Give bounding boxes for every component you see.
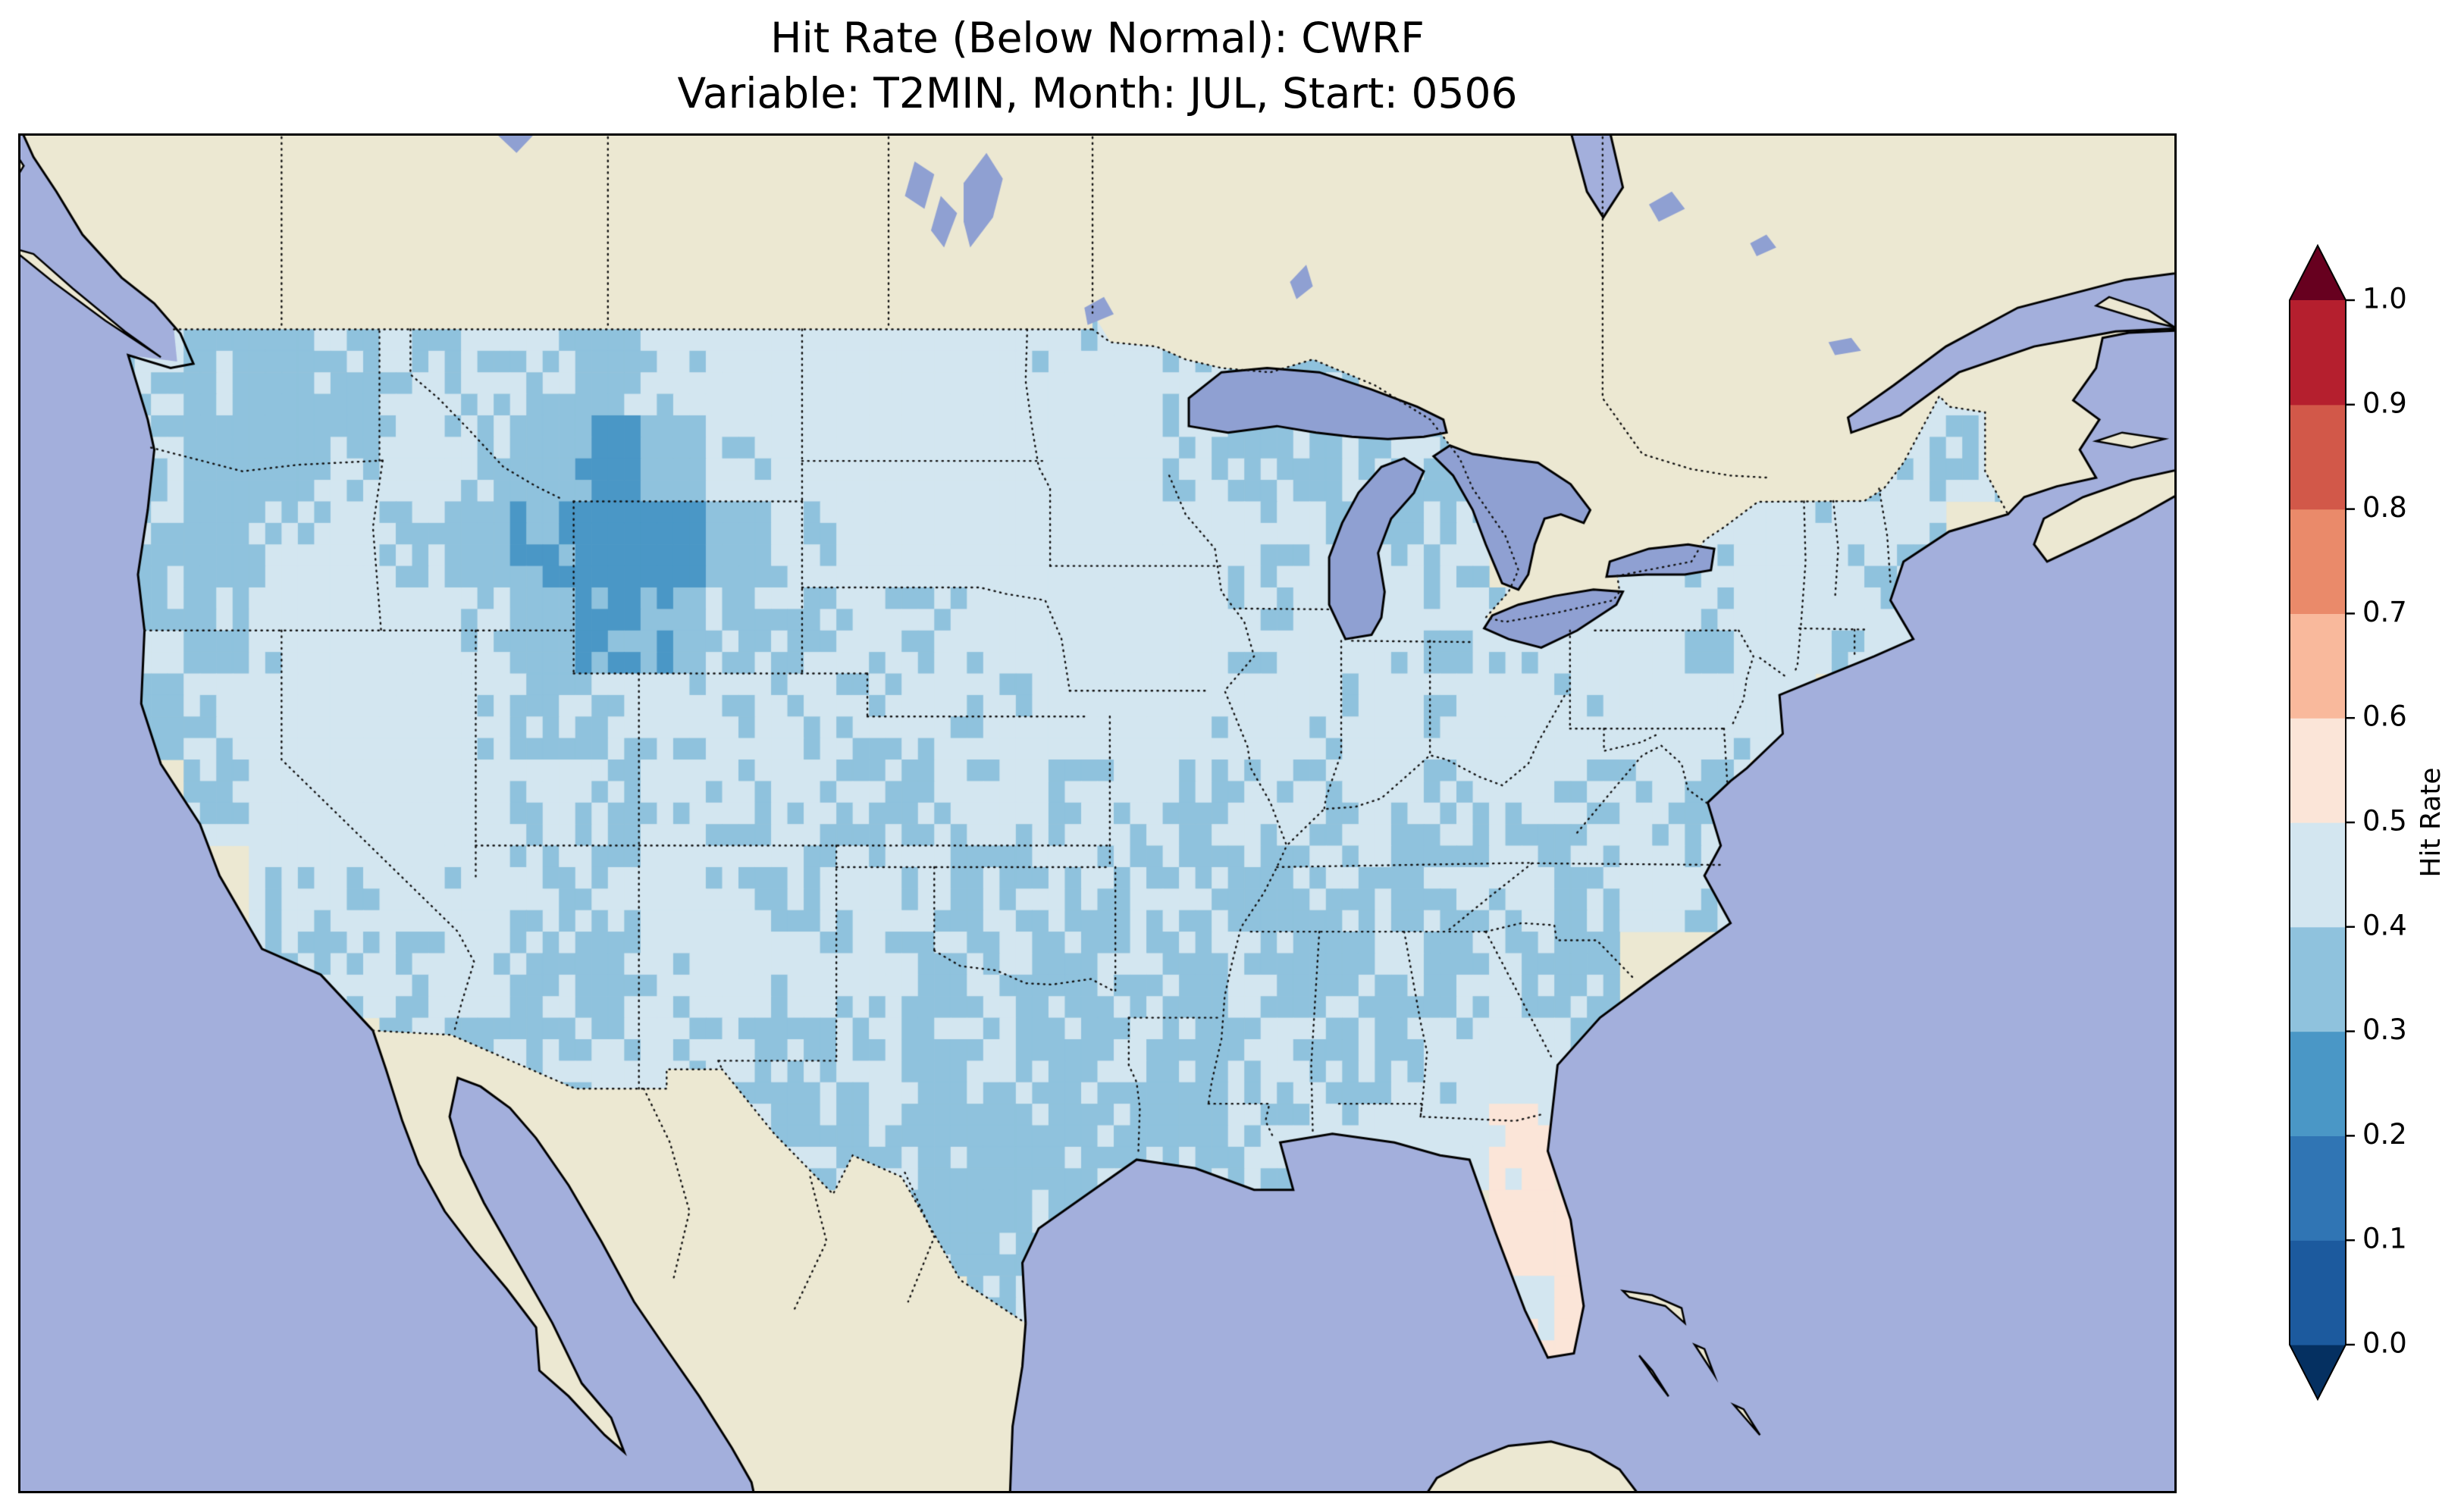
colorbar-bin-7 xyxy=(2290,509,2346,614)
colorbar-tick-label: 0.8 xyxy=(2362,491,2407,524)
colorbar-axis-label: Hit Rate xyxy=(2415,767,2447,877)
colorbar-over-arrow xyxy=(2290,246,2346,300)
colorbar-tick-label: 0.5 xyxy=(2362,805,2407,838)
colorbar-bin-8 xyxy=(2290,404,2346,510)
plot-title: Hit Rate (Below Normal): CWRF Variable: … xyxy=(20,11,2174,121)
colorbar-bin-2 xyxy=(2290,1031,2346,1136)
colorbar-tick-label: 0.1 xyxy=(2362,1223,2407,1255)
colorbar-bin-6 xyxy=(2290,613,2346,719)
colorbar-tick-label: 0.7 xyxy=(2362,596,2407,628)
colorbar-tick-label: 0.2 xyxy=(2362,1118,2407,1151)
colorbar-tick-label: 0.6 xyxy=(2362,700,2407,733)
colorbar: 0.0 0.1 0.2 0.3 0.4 0.5 0.6 0.7 0.8 0.9 1.0 Hit Rat… xyxy=(2289,243,2447,1402)
colorbar-bin-4 xyxy=(2290,822,2346,928)
colorbar-tick-label: 0.9 xyxy=(2362,387,2407,419)
colorbar-bin-1 xyxy=(2290,1135,2346,1241)
colorbar-bin-5 xyxy=(2290,718,2346,823)
colorbar-tick-label: 1.0 xyxy=(2362,283,2407,315)
us-hit-rate-map-canvas xyxy=(20,136,2174,1491)
colorbar-under-arrow xyxy=(2290,1345,2346,1399)
plot-title-line2: Variable: T2MIN, Month: JUL, Start: 0506 xyxy=(677,68,1518,117)
colorbar-tick-label: 0.3 xyxy=(2362,1013,2407,1046)
map-axes xyxy=(18,133,2177,1493)
plot-title-line1: Hit Rate (Below Normal): CWRF xyxy=(770,14,1425,62)
colorbar-tick-label: 0.0 xyxy=(2362,1327,2407,1360)
colorbar-bin-9 xyxy=(2290,300,2346,406)
colorbar-bin-3 xyxy=(2290,926,2346,1032)
colorbar-bin-0 xyxy=(2290,1240,2346,1345)
colorbar-tick-label: 0.4 xyxy=(2362,909,2407,941)
